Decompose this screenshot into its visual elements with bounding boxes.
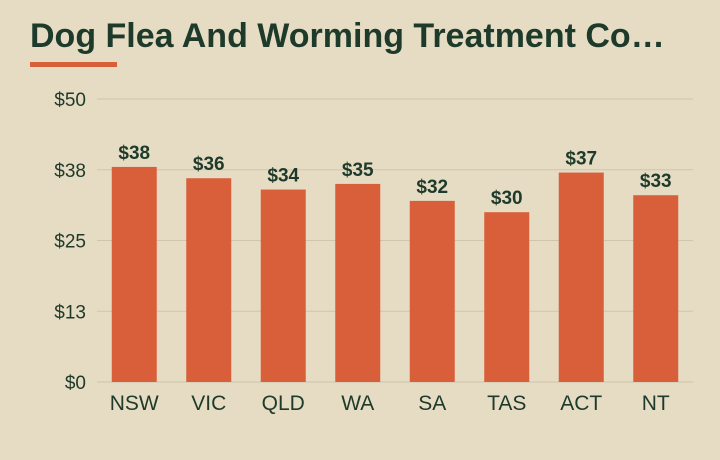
bar-value-label: $38 (118, 143, 150, 164)
bar-value-label: $33 (640, 171, 672, 192)
chart-title: Dog Flea And Worming Treatment Co… (30, 17, 665, 55)
x-category-label: ACT (560, 392, 602, 415)
bar-value-label: $32 (416, 177, 448, 198)
bar-value-label: $30 (491, 188, 523, 209)
bar-sa (409, 200, 455, 382)
y-tick-label: $13 (54, 302, 86, 323)
bar-nt (633, 195, 679, 382)
bar-wa (335, 183, 381, 382)
x-category-label: NSW (110, 392, 159, 415)
x-category-label: TAS (487, 392, 526, 415)
y-tick-label: $38 (54, 161, 86, 182)
x-category-label: WA (341, 392, 374, 415)
bar-value-label: $36 (193, 154, 225, 175)
bar-tas (484, 212, 530, 382)
x-category-label: NT (642, 392, 670, 415)
x-category-label: SA (418, 392, 446, 415)
bar-vic (186, 178, 232, 382)
bar-value-label: $34 (267, 166, 299, 187)
bar-act (558, 172, 604, 382)
bar-value-label: $37 (565, 149, 597, 170)
y-tick-label: $50 (54, 90, 86, 111)
x-category-label: QLD (262, 392, 305, 415)
y-tick-label: $25 (54, 232, 86, 253)
title-accent-bar (30, 62, 117, 67)
bar-value-label: $35 (342, 160, 374, 181)
bar-nsw (111, 166, 157, 382)
bar-qld (260, 189, 306, 382)
y-tick-label: $0 (65, 373, 86, 394)
x-category-label: VIC (191, 392, 226, 415)
